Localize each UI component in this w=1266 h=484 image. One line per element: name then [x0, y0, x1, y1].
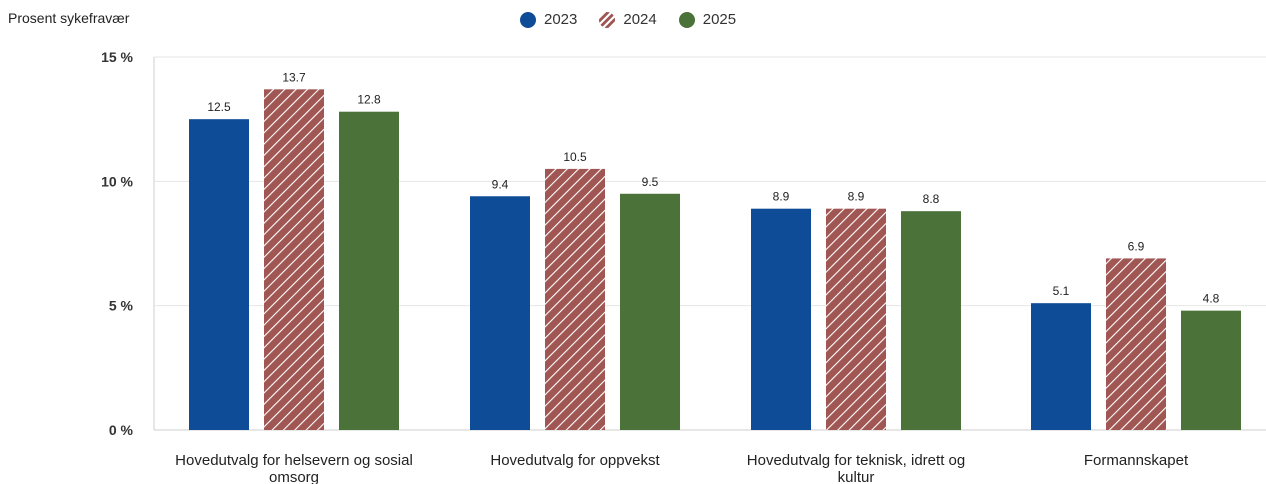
bar-2025-2[interactable] — [901, 211, 961, 430]
x-category-label: kultur — [838, 469, 875, 484]
data-label: 8.8 — [923, 192, 940, 206]
y-tick-label: 5 % — [109, 298, 134, 314]
x-category-label: Hovedutvalg for oppvekst — [490, 452, 660, 469]
bar-2023-2[interactable] — [751, 208, 811, 430]
legend-item-2023[interactable]: 2023 — [520, 11, 577, 28]
data-label: 8.9 — [773, 190, 790, 204]
legend-item-2024[interactable]: 2024 — [599, 11, 657, 28]
legend-swatch-2025 — [678, 11, 695, 28]
data-label: 9.5 — [642, 175, 659, 189]
chart-title: Prosent sykefravær — [8, 10, 130, 26]
legend-label-2024: 2024 — [623, 11, 657, 28]
data-label: 5.1 — [1053, 284, 1070, 298]
y-tick-label: 0 % — [109, 422, 134, 438]
data-label: 10.5 — [563, 150, 587, 164]
bar-2023-3[interactable] — [1031, 303, 1091, 430]
data-label: 12.8 — [357, 93, 381, 107]
legend-label-2023: 2023 — [544, 11, 578, 28]
bar-2025-0[interactable] — [339, 111, 399, 430]
data-label: 8.9 — [848, 190, 865, 204]
bar-2024-2[interactable] — [826, 208, 886, 430]
data-label: 6.9 — [1128, 239, 1145, 253]
bar-2023-0[interactable] — [189, 119, 249, 431]
legend-swatch-2024 — [599, 11, 616, 28]
x-category-label: Formannskapet — [1084, 452, 1189, 469]
y-tick-label: 10 % — [101, 173, 133, 189]
data-label: 4.8 — [1203, 292, 1220, 306]
bar-2025-3[interactable] — [1181, 310, 1241, 430]
bar-2025-1[interactable] — [620, 193, 680, 430]
bar-2024-3[interactable] — [1106, 258, 1166, 430]
data-label: 13.7 — [282, 70, 306, 84]
bar-2024-1[interactable] — [545, 168, 605, 430]
legend-swatch-2023 — [520, 11, 536, 28]
x-category-label: Hovedutvalg for helsevern og sosial — [175, 452, 413, 469]
y-tick-label: 15 % — [101, 49, 133, 65]
legend: 2023 2024 2025 — [520, 11, 736, 28]
bar-2024-0[interactable] — [264, 89, 324, 431]
data-label: 9.4 — [492, 177, 509, 191]
legend-label-2025: 2025 — [702, 11, 737, 28]
x-category-label: Hovedutvalg for teknisk, idrett og — [747, 452, 965, 469]
data-label: 12.5 — [207, 100, 231, 114]
x-category-label: omsorg — [269, 469, 319, 484]
legend-item-2025[interactable]: 2025 — [678, 11, 737, 28]
bar-2023-1[interactable] — [470, 196, 530, 430]
